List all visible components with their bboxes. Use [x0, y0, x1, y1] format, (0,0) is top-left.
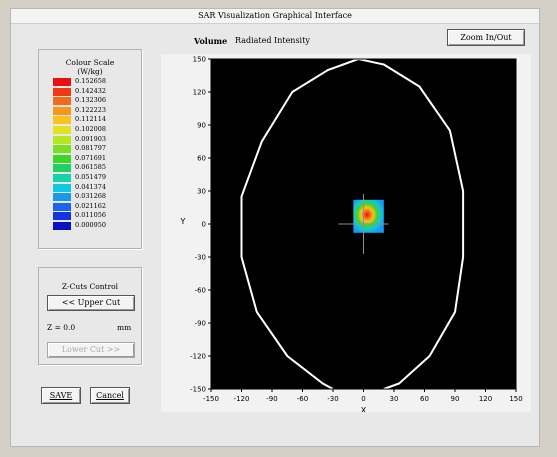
x-tick-label: 60 — [420, 395, 429, 403]
colour-scale-item: 0.071691 — [53, 153, 133, 163]
colour-swatch — [53, 116, 71, 125]
colour-swatch — [53, 222, 71, 230]
colour-scale-item: 0.041374 — [53, 182, 133, 192]
x-tick-label: -150 — [203, 395, 219, 403]
colour-scale-item: 0.112114 — [53, 115, 133, 125]
colour-scale-item: 0.152658 — [53, 77, 133, 86]
colour-swatch — [53, 183, 71, 192]
colour-scale-item: 0.132306 — [53, 96, 133, 106]
colour-scale-value: 0.102008 — [75, 125, 107, 133]
y-tick-label: -120 — [190, 353, 206, 361]
colour-scale-value: 0.000950 — [75, 221, 107, 229]
x-tick-label: 30 — [390, 395, 399, 403]
colour-scale-value: 0.051479 — [75, 173, 107, 181]
colour-scale-item: 0.031268 — [53, 192, 133, 202]
colour-scale-value: 0.142432 — [75, 86, 107, 95]
y-tick-label: 60 — [197, 155, 206, 163]
colour-swatch — [53, 87, 71, 96]
colour-swatch — [53, 78, 71, 86]
colour-scale-value: 0.122223 — [75, 105, 107, 114]
colour-scale-item: 0.102008 — [53, 125, 133, 134]
zcuts-panel: Z-Cuts Control << Upper Cut Z = 0.0 mm L… — [38, 267, 142, 365]
sar-heatmap-chart[interactable]: -150 -120 -90 -60 -30 0 30 60 90 120 150 150 120 90 60… — [161, 54, 531, 416]
x-tick-label: 150 — [509, 395, 522, 403]
zoom-button[interactable]: Zoom In/Out — [447, 29, 525, 46]
colour-scale-value: 0.061585 — [75, 163, 107, 172]
sar-hotspot — [353, 199, 384, 233]
plot-area: -150 -120 -90 -60 -30 0 30 60 90 120 150 150 120 90 60… — [161, 54, 531, 416]
volume-value: Radiated Intensity — [235, 36, 310, 45]
x-tick-label: -30 — [327, 395, 338, 403]
colour-scale-item: 0.011056 — [53, 211, 133, 221]
colour-scale-item: 0.122223 — [53, 105, 133, 115]
colour-scale-item: 0.091903 — [53, 134, 133, 144]
x-tick-label: -60 — [297, 395, 308, 403]
y-axis-label: Y — [180, 217, 186, 226]
x-tick-label: 120 — [479, 395, 492, 403]
colour-scale-item: 0.051479 — [53, 173, 133, 182]
colour-scale-value: 0.081797 — [75, 144, 107, 153]
x-tick-label: -90 — [266, 395, 277, 403]
outline-left — [240, 58, 359, 390]
zcuts-title: Z-Cuts Control — [61, 282, 119, 291]
colour-scale-item: 0.061585 — [53, 163, 133, 173]
x-axis-label: X — [361, 406, 367, 412]
colour-scale-unit: (W/kg) — [77, 67, 103, 76]
colour-scale-item: 0.021162 — [53, 201, 133, 211]
colour-swatch — [53, 174, 71, 182]
colour-scale-item: 0.000950 — [53, 221, 133, 230]
colour-scale-value: 0.011056 — [75, 211, 107, 220]
z-value: Z = 0.0 — [47, 323, 76, 332]
colour-scale-value: 0.021162 — [75, 201, 107, 210]
colour-scale-value: 0.112114 — [75, 115, 107, 124]
y-tick-label: -30 — [195, 254, 206, 262]
y-tick-label: -90 — [195, 320, 206, 328]
colour-scale-value: 0.031268 — [75, 192, 107, 201]
app-window: SAR Visualization Graphical Interface Zo… — [10, 8, 540, 447]
colour-swatch — [53, 126, 71, 134]
y-tick-label: 30 — [197, 188, 206, 196]
colour-swatch — [53, 106, 71, 115]
colour-swatch — [53, 193, 71, 202]
colour-scale-title: Colour Scale — [65, 58, 115, 67]
colour-swatch — [53, 145, 71, 154]
colour-scale-value: 0.071691 — [75, 153, 107, 162]
colour-scale-value: 0.041374 — [75, 182, 107, 191]
colour-scale-item: 0.081797 — [53, 144, 133, 154]
colour-swatch — [53, 212, 71, 221]
colour-swatch — [53, 135, 71, 144]
y-tick-label: -150 — [190, 386, 206, 394]
colour-swatch — [53, 202, 71, 211]
y-tick-label: 0 — [202, 221, 206, 229]
lower-cut-button[interactable]: Lower Cut >> — [47, 342, 135, 358]
x-tick-label: 0 — [361, 395, 365, 403]
colour-scale-value: 0.132306 — [75, 96, 107, 105]
colour-scale-value: 0.152658 — [75, 77, 107, 85]
cancel-button[interactable]: Cancel — [90, 387, 130, 404]
outline-right — [358, 58, 465, 390]
colour-scale-panel: Colour Scale (W/kg) 0.152658 0.142432 0.13… — [38, 49, 142, 249]
x-tick-label: 90 — [451, 395, 460, 403]
colour-swatch — [53, 154, 71, 163]
z-unit: mm — [117, 323, 132, 332]
colour-scale-value: 0.091903 — [75, 134, 107, 143]
volume-label: Volume — [194, 36, 228, 46]
save-button[interactable]: SAVE — [41, 387, 81, 404]
y-tick-label: 150 — [193, 56, 206, 64]
upper-cut-button[interactable]: << Upper Cut — [47, 295, 135, 311]
y-tick-label: -60 — [195, 287, 206, 295]
colour-scale-list: 0.152658 0.142432 0.132306 0.122223 0.112114… — [39, 77, 141, 238]
colour-scale-item: 0.142432 — [53, 86, 133, 96]
colour-swatch — [53, 164, 71, 173]
window-title: SAR Visualization Graphical Interface — [11, 9, 539, 24]
x-tick-label: -120 — [234, 395, 250, 403]
y-tick-label: 90 — [197, 122, 206, 130]
y-tick-label: 120 — [193, 89, 206, 97]
colour-swatch — [53, 97, 71, 106]
